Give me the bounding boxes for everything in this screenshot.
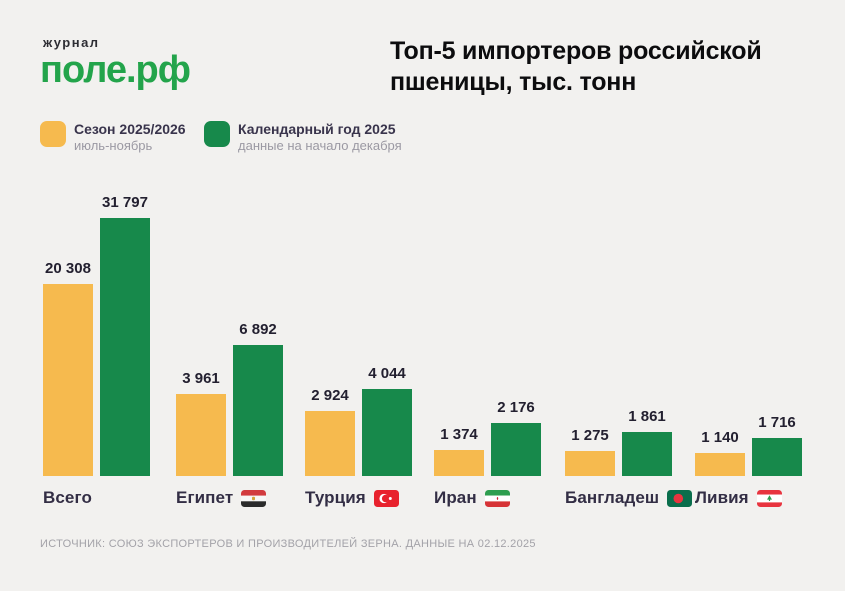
calendar-year-color-swatch <box>204 121 230 147</box>
bangladesh-flag-icon <box>667 489 693 507</box>
bar-group-iran: 1 374 2 176 Иран <box>434 190 541 507</box>
bar-group-total: 20 308 31 797 Всего <box>43 190 150 507</box>
category-label: Египет <box>176 488 234 507</box>
bar-season <box>695 453 745 476</box>
value-label: 6 892 <box>239 321 277 338</box>
bar-season <box>305 411 355 476</box>
value-label: 4 044 <box>368 365 406 382</box>
page-title-line2: пшеницы, тыс. тонн <box>390 68 637 96</box>
value-label: 1 275 <box>571 427 609 444</box>
turkey-flag-icon <box>373 489 399 507</box>
iran-flag-icon <box>484 489 510 507</box>
bar-group-egypt: 3 961 6 892 Египет <box>176 190 283 507</box>
legend-item-season: Сезон 2025/2026 июль-ноябрь <box>40 121 188 153</box>
source-note: ИСТОЧНИК: СОЮЗ ЭКСПОРТЕРОВ И ПРОИЗВОДИТЕ… <box>40 538 536 550</box>
value-label: 20 308 <box>45 260 91 277</box>
bar-season <box>434 450 484 476</box>
category-label: Бангладеш <box>565 488 660 507</box>
bar-group-bangladesh: 1 275 1 861 Бангладеш <box>565 190 693 507</box>
value-label: 31 797 <box>102 194 148 211</box>
lebanon-flag-icon <box>756 489 782 507</box>
egypt-flag-icon <box>241 489 267 507</box>
legend-item-calendar-year: Календарный год 2025 данные на начало де… <box>204 121 402 153</box>
bar-season <box>43 284 93 476</box>
bar-chart: 20 308 31 797 Всего 3 961 6 892 Египет <box>0 190 845 507</box>
legend-sublabel: данные на начало декабря <box>238 138 402 153</box>
legend-label: Сезон 2025/2026 <box>74 121 186 137</box>
category-label: Ливия <box>695 488 749 507</box>
pole-rf-logo: журнал поле.рф <box>40 35 191 91</box>
chart-legend: Сезон 2025/2026 июль-ноябрь Календарный … <box>40 121 402 153</box>
page-title: Топ-5 импортеров российской пшеницы, тыс… <box>390 36 820 98</box>
bar-group-libya: 1 140 1 716 Ливия <box>695 190 802 507</box>
bar-calendar-year <box>362 389 412 476</box>
category-label: Всего <box>43 488 92 507</box>
bar-season <box>565 451 615 476</box>
value-label: 1 374 <box>440 426 478 443</box>
bar-group-turkey: 2 924 4 044 Турция <box>305 190 412 507</box>
bar-season <box>176 394 226 476</box>
value-label: 3 961 <box>182 370 220 387</box>
category-label: Турция <box>305 488 366 507</box>
value-label: 2 176 <box>497 399 535 416</box>
bar-calendar-year <box>491 423 541 476</box>
season-color-swatch <box>40 121 66 147</box>
logo-journal-label: журнал <box>43 35 100 50</box>
legend-label: Календарный год 2025 <box>238 121 396 137</box>
logo-brand-label: поле.рф <box>40 49 191 91</box>
bar-calendar-year <box>233 345 283 476</box>
legend-sublabel: июль-ноябрь <box>74 138 153 153</box>
page-title-line1: Топ-5 импортеров российской <box>390 37 762 65</box>
bar-calendar-year <box>752 438 802 476</box>
value-label: 1 140 <box>701 429 739 446</box>
value-label: 2 924 <box>311 387 349 404</box>
category-label: Иран <box>434 488 477 507</box>
bar-calendar-year <box>622 432 672 476</box>
value-label: 1 716 <box>758 414 796 431</box>
value-label: 1 861 <box>628 408 666 425</box>
bar-calendar-year <box>100 218 150 476</box>
